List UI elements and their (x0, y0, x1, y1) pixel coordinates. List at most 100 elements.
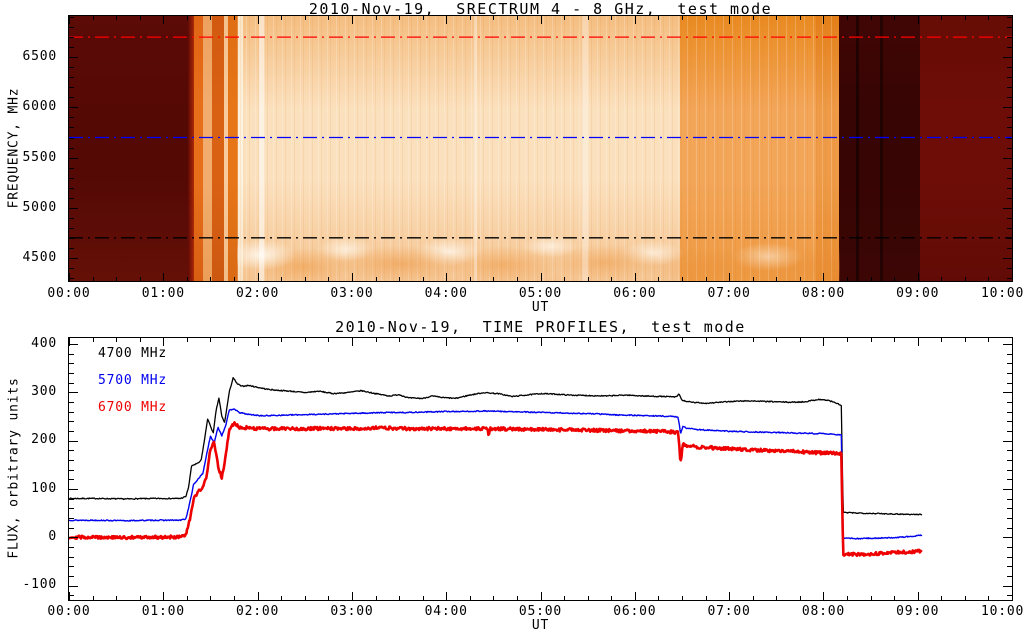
tick (69, 268, 74, 269)
spectrogram-mottle-texture (236, 223, 841, 281)
tick (1003, 440, 1012, 442)
tick (634, 338, 636, 346)
tick (1007, 527, 1012, 529)
tick (69, 237, 74, 239)
tick (964, 16, 966, 20)
tick (1003, 343, 1012, 345)
tick (69, 338, 70, 346)
tick (729, 592, 731, 600)
tick (69, 469, 74, 471)
tick (92, 596, 94, 600)
tick (116, 596, 118, 600)
tick (92, 16, 94, 20)
tick (634, 16, 636, 24)
tick (1007, 177, 1012, 179)
tick (1003, 488, 1012, 490)
y-tick-label: 100 (31, 480, 57, 496)
tick (1007, 127, 1012, 129)
tick (1003, 57, 1012, 59)
tick (1007, 167, 1012, 169)
tick (564, 16, 566, 20)
tick (870, 277, 872, 281)
y-tick-label: -100 (22, 577, 57, 593)
heatmap-segment (69, 16, 189, 281)
heatmap-segment (237, 16, 244, 281)
tick (705, 16, 707, 20)
tick (351, 273, 353, 281)
tick (682, 277, 683, 281)
tick (234, 596, 235, 600)
tick (375, 16, 377, 20)
heatmap-segment (187, 16, 195, 281)
tick (917, 338, 919, 346)
tick (1007, 459, 1012, 461)
tick (1012, 16, 1013, 24)
tick (894, 596, 896, 600)
tick (729, 273, 731, 281)
tick (69, 27, 74, 28)
tick (257, 592, 259, 600)
tick (516, 277, 518, 281)
tick (799, 338, 801, 342)
tick (69, 57, 78, 59)
tick (1007, 247, 1012, 249)
tick (658, 277, 660, 281)
heatmap-feature-column (879, 16, 883, 281)
tick (69, 107, 78, 109)
x-tick-label: 01:00 (141, 604, 185, 619)
tick (1007, 117, 1012, 119)
tick (328, 16, 330, 20)
x-tick-label: 05:00 (518, 604, 563, 619)
tick (1007, 363, 1012, 365)
tick (941, 277, 943, 281)
tick (69, 372, 74, 374)
tick (1007, 546, 1012, 548)
tick (540, 273, 542, 281)
tick (705, 277, 707, 281)
tick (234, 16, 235, 20)
tick (1012, 273, 1013, 281)
tick (304, 338, 306, 342)
tick (328, 338, 330, 342)
tick (752, 16, 754, 20)
y-tick-label: 200 (31, 432, 57, 448)
tick (493, 596, 495, 600)
y-tick-label: 5500 (22, 149, 57, 165)
legend-item-4700mhz: 4700 MHz (98, 346, 168, 361)
tick (752, 277, 754, 281)
tick (69, 411, 74, 413)
tick (1007, 268, 1012, 269)
x-tick-label: 10:00 (980, 604, 1024, 619)
x-tick-label: 03:00 (330, 604, 374, 619)
x-tick-label: 01:00 (141, 286, 185, 301)
tick (564, 596, 566, 600)
tick (1003, 392, 1012, 394)
tick (1007, 469, 1012, 471)
tick (870, 16, 872, 20)
tick (894, 277, 896, 281)
tick (399, 16, 400, 20)
tick (705, 338, 707, 342)
flux-curve-6700-mhz (69, 421, 923, 558)
tick (611, 277, 613, 281)
tick (69, 517, 74, 519)
tick (1007, 508, 1012, 510)
heatmap-segment (223, 16, 229, 281)
tick (752, 338, 754, 342)
tick (1007, 450, 1012, 452)
tick (1007, 421, 1012, 423)
tick (847, 16, 848, 20)
time-profiles-plot: 4700 MHz 5700 MHz 6700 MHz (68, 337, 1013, 601)
tick (941, 16, 943, 20)
tick (69, 137, 74, 139)
tick (847, 596, 848, 600)
tick (186, 338, 188, 342)
tick (281, 338, 283, 342)
tick (469, 596, 471, 600)
tick (446, 273, 448, 281)
spectrum-y-tick-labels: 4500 5000 5500 6000 6500 (0, 15, 62, 282)
tick (917, 592, 919, 600)
tick (163, 16, 165, 24)
tick (234, 277, 235, 281)
tick (1007, 47, 1012, 49)
